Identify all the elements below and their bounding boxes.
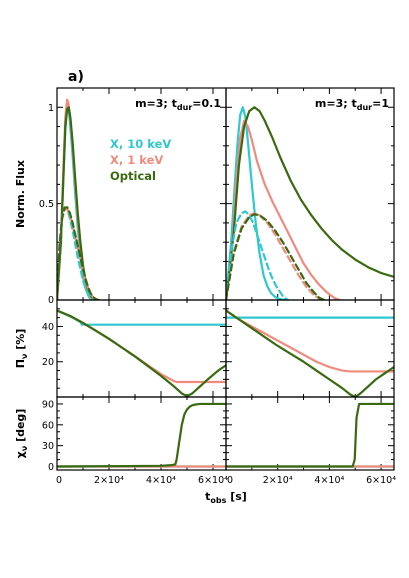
x-tick-label: 0 bbox=[227, 475, 233, 486]
x-tick-label: 2×10⁴ bbox=[94, 475, 124, 486]
x-tick-label: 4×10⁴ bbox=[314, 475, 344, 486]
panel-annotation: m=3; tdur=1 bbox=[315, 97, 389, 112]
series-x-1-kev-solid bbox=[226, 119, 341, 300]
y-axis-label: Πν [%] bbox=[14, 329, 29, 369]
series-x-1-kev-dashed bbox=[226, 212, 326, 300]
y-tick-label: 1 bbox=[48, 103, 54, 114]
series-group bbox=[57, 402, 226, 468]
series-x-10-kev-solid bbox=[226, 106, 287, 300]
y-tick-label: 30 bbox=[42, 441, 54, 452]
figure-label: a) bbox=[68, 69, 84, 85]
legend: X, 10 keV X, 1 keV Optical bbox=[110, 137, 171, 183]
series-optical-solid bbox=[226, 106, 394, 300]
x-tick-label: 4×10⁴ bbox=[146, 475, 176, 486]
x-tick-label: 2×10⁴ bbox=[263, 475, 293, 486]
y-tick-label: 90 bbox=[42, 399, 54, 410]
panel-pol-0: 20 40 Πν [%] bbox=[14, 299, 227, 398]
x-tick-label: 0 bbox=[56, 475, 62, 486]
series-optical-dashed bbox=[57, 206, 100, 300]
panel-frame bbox=[225, 299, 395, 398]
x-axis-label: tobs [s] bbox=[205, 490, 247, 505]
panel-pol-1 bbox=[225, 299, 395, 398]
x-tick-label: 6×10⁴ bbox=[198, 475, 228, 486]
panel-frame bbox=[56, 396, 227, 471]
series-optical-solid bbox=[226, 309, 394, 397]
series-group bbox=[57, 98, 100, 300]
series-x-10-kev-dashed bbox=[226, 210, 290, 300]
series-group bbox=[226, 309, 394, 397]
series-optical-dashed bbox=[226, 213, 326, 300]
y-tick-label: 0 bbox=[48, 462, 54, 473]
x-tick-label: 6×10⁴ bbox=[366, 475, 396, 486]
series-optical-solid bbox=[57, 309, 226, 397]
y-tick-label: 0 bbox=[48, 295, 54, 306]
series-x-1-kev-solid bbox=[226, 309, 394, 373]
legend-item: X, 1 keV bbox=[110, 153, 163, 167]
legend-item: X, 10 keV bbox=[110, 137, 171, 151]
series-optical-solid bbox=[57, 402, 226, 468]
y-tick-label: 0.5 bbox=[39, 199, 54, 210]
y-axis-label: Norm. Flux bbox=[14, 160, 27, 228]
series-optical-solid bbox=[226, 402, 394, 468]
series-optical-solid bbox=[57, 106, 98, 300]
panel-flux-1: m=3; tdur=1 bbox=[225, 87, 395, 301]
series-group bbox=[226, 106, 394, 300]
y-axis-label: χν [deg] bbox=[14, 409, 29, 459]
panel-flux-0: 0 0.5 1 m=3; tdur=0.1 Norm. Flux bbox=[14, 87, 227, 306]
panel-annotation: m=3; tdur=0.1 bbox=[135, 97, 221, 112]
panel-frame bbox=[225, 396, 395, 471]
panel-angle-0: 0 30 60 90 0 2×10⁴ 4×10⁴ 6×10⁴ χν [deg] bbox=[14, 396, 228, 486]
y-tick-label: 60 bbox=[42, 420, 54, 431]
series-group bbox=[226, 402, 394, 468]
series-group bbox=[57, 309, 226, 397]
panel-angle-1: 0 2×10⁴ 4×10⁴ 6×10⁴ bbox=[225, 396, 396, 486]
y-tick-label: 40 bbox=[42, 322, 54, 333]
y-tick-label: 20 bbox=[42, 357, 54, 368]
legend-item: Optical bbox=[110, 169, 156, 183]
series-x-1-kev-solid bbox=[57, 309, 226, 384]
